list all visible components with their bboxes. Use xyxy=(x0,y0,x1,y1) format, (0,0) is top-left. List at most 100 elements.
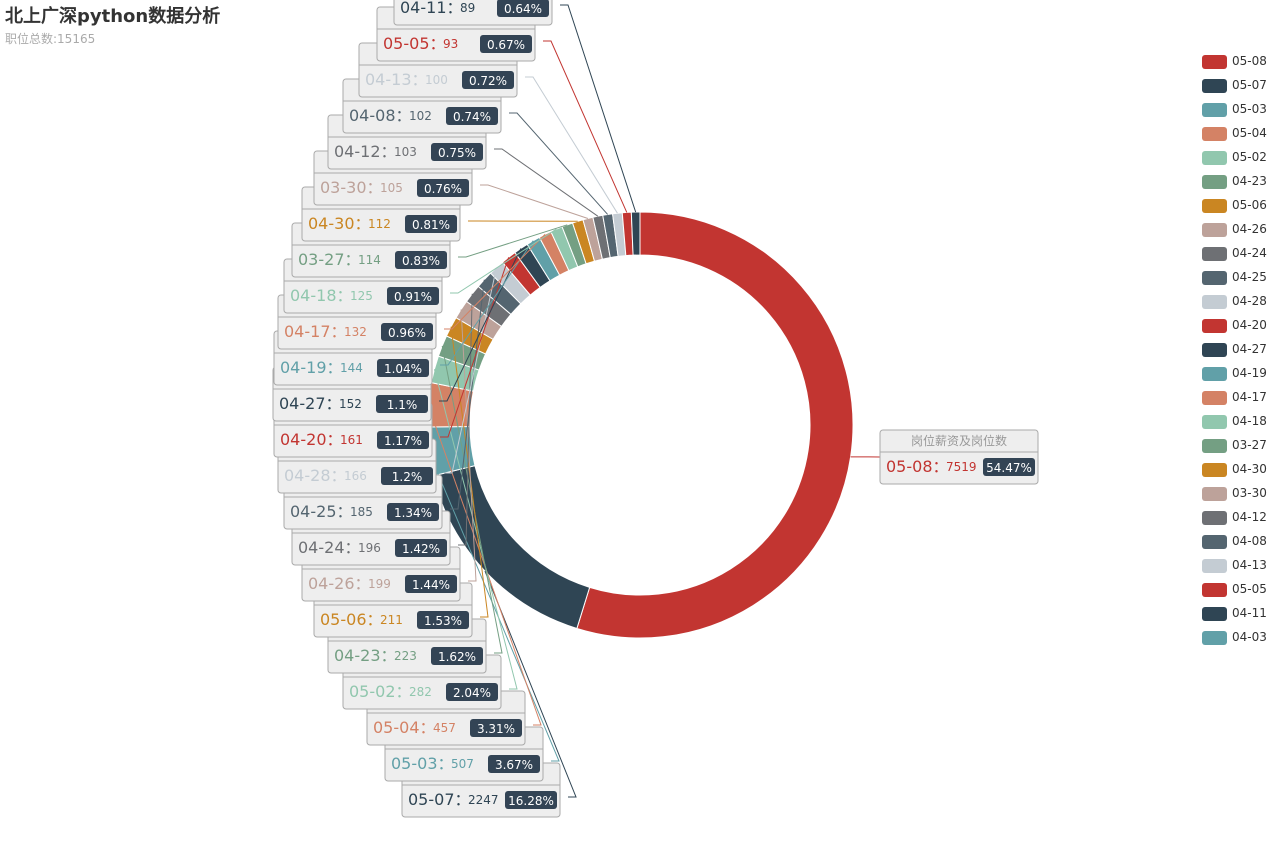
legend-swatch xyxy=(1202,415,1227,429)
label-slice-name: 04-23： xyxy=(334,646,397,665)
label-slice-value: 507 xyxy=(451,757,474,771)
legend-swatch xyxy=(1202,151,1227,165)
leader-line-04-18 xyxy=(450,228,557,294)
legend-label: 04-24 xyxy=(1232,246,1267,260)
label-slice-value: 100 xyxy=(425,73,448,87)
label-slice-value: 132 xyxy=(344,325,367,339)
label-slice-value: 7519 xyxy=(946,460,977,474)
label-percent: 0.76% xyxy=(424,182,462,196)
label-percent-badge xyxy=(405,575,457,593)
slice-label-05-08: 岗位薪资及岗位数 05-08：7519 54.47% xyxy=(879,429,1039,485)
label-percent-badge xyxy=(417,611,469,629)
legend-swatch xyxy=(1202,103,1227,117)
legend-label: 04-20 xyxy=(1232,318,1267,332)
leader-line-04-26 xyxy=(460,309,477,582)
label-percent: 1.44% xyxy=(412,578,450,592)
label-percent: 0.72% xyxy=(469,74,507,88)
label-percent: 1.17% xyxy=(384,434,422,448)
label-percent-badge xyxy=(377,431,429,449)
slice-label-04-11: 岗位薪资及岗位数04-11：890.64% xyxy=(393,0,553,26)
label-slice-value: 152 xyxy=(339,397,362,411)
label-percent: 0.67% xyxy=(487,38,525,52)
legend-swatch xyxy=(1202,463,1227,477)
label-percent: 16.28% xyxy=(508,794,554,808)
legend-swatch xyxy=(1202,295,1227,309)
label-slice-name: 04-25： xyxy=(290,502,353,521)
label-slice-name: 04-12： xyxy=(334,142,397,161)
label-percent: 3.67% xyxy=(495,758,533,772)
label-slice-value: 105 xyxy=(380,181,403,195)
legend-swatch xyxy=(1202,559,1227,573)
label-percent-badge xyxy=(405,215,457,233)
legend-swatch xyxy=(1202,535,1227,549)
legend-swatch xyxy=(1202,319,1227,333)
slice-labels: 岗位薪资及岗位数 05-08：7519 54.47%岗位薪资及岗位数 05-07： 22… xyxy=(272,0,1039,818)
legend-swatch xyxy=(1202,583,1227,597)
legend-label: 04-11 xyxy=(1232,606,1267,620)
label-slice-value: 199 xyxy=(368,577,391,591)
leader-line-03-30 xyxy=(480,184,589,219)
label-slice-value: 93 xyxy=(443,37,458,51)
label-percent-badge xyxy=(376,395,428,413)
label-percent: 0.64% xyxy=(504,2,542,16)
leader-line-04-08 xyxy=(509,112,609,215)
legend-label: 05-07 xyxy=(1232,78,1267,92)
slice-04-11[interactable] xyxy=(630,211,641,256)
label-slice-name: 04-18： xyxy=(290,286,353,305)
leader-line-05-05 xyxy=(543,40,628,213)
label-series-name: 岗位薪资及岗位数 xyxy=(911,433,1007,448)
label-slice-value: 112 xyxy=(368,217,391,231)
label-percent: 0.83% xyxy=(402,254,440,268)
legend-label: 04-30 xyxy=(1232,462,1267,476)
legend-swatch xyxy=(1202,511,1227,525)
label-slice-name: 05-03： xyxy=(391,754,454,773)
legend-swatch xyxy=(1202,343,1227,357)
label-slice-name: 05-06： xyxy=(320,610,383,629)
leader-line-04-17 xyxy=(444,233,546,330)
label-slice-value: 166 xyxy=(344,469,367,483)
legend-label: 05-04 xyxy=(1232,126,1267,140)
leader-line-05-06 xyxy=(450,326,489,618)
chart-subtitle: 职位总数:15165 xyxy=(5,32,96,46)
leader-line-04-13 xyxy=(525,76,618,214)
slice-05-08[interactable] xyxy=(576,211,854,639)
label-percent: 0.81% xyxy=(412,218,450,232)
label-slice-name: 03-27： xyxy=(298,250,361,269)
chart-title: 北上广深python数据分析 xyxy=(5,6,221,27)
legend-label: 04-13 xyxy=(1232,558,1267,572)
label-slice-value: 161 xyxy=(340,433,363,447)
leader-line-04-27 xyxy=(439,248,522,402)
label-percent: 3.31% xyxy=(477,722,515,736)
legend-swatch xyxy=(1202,439,1227,453)
label-slice-value: 223 xyxy=(394,649,417,663)
label-slice-name: 05-04： xyxy=(373,718,436,737)
legend-swatch xyxy=(1202,607,1227,621)
label-percent: 54.47% xyxy=(986,461,1032,475)
legend-label: 04-17 xyxy=(1232,390,1267,404)
label-percent-badge xyxy=(446,107,498,125)
label-slice-value: 102 xyxy=(409,109,432,123)
label-percent: 1.04% xyxy=(384,362,422,376)
legend-label: 03-27 xyxy=(1232,438,1267,452)
label-percent-badge xyxy=(497,0,549,17)
label-percent: 0.96% xyxy=(388,326,426,340)
label-slice-name: 05-07： xyxy=(408,790,471,809)
legend-label: 04-28 xyxy=(1232,294,1267,308)
label-slice-name: 04-13： xyxy=(365,70,428,89)
legend-label: 05-02 xyxy=(1232,150,1267,164)
leader-line-04-20 xyxy=(440,257,510,438)
label-percent-badge xyxy=(395,539,447,557)
legend-label: 04-19 xyxy=(1232,366,1267,380)
legend-label: 05-03 xyxy=(1232,102,1267,116)
label-percent: 0.74% xyxy=(453,110,491,124)
label-percent: 0.91% xyxy=(394,290,432,304)
leader-line-05-03 xyxy=(428,451,560,762)
legend-label: 03-30 xyxy=(1232,486,1267,500)
label-percent-badge xyxy=(381,467,433,485)
legend-label: 05-05 xyxy=(1232,582,1267,596)
label-slice-name: 04-28： xyxy=(284,466,347,485)
leader-line-03-27 xyxy=(458,224,568,258)
label-slice-name: 05-08： xyxy=(886,457,949,476)
legend-label: 04-08 xyxy=(1232,534,1267,548)
